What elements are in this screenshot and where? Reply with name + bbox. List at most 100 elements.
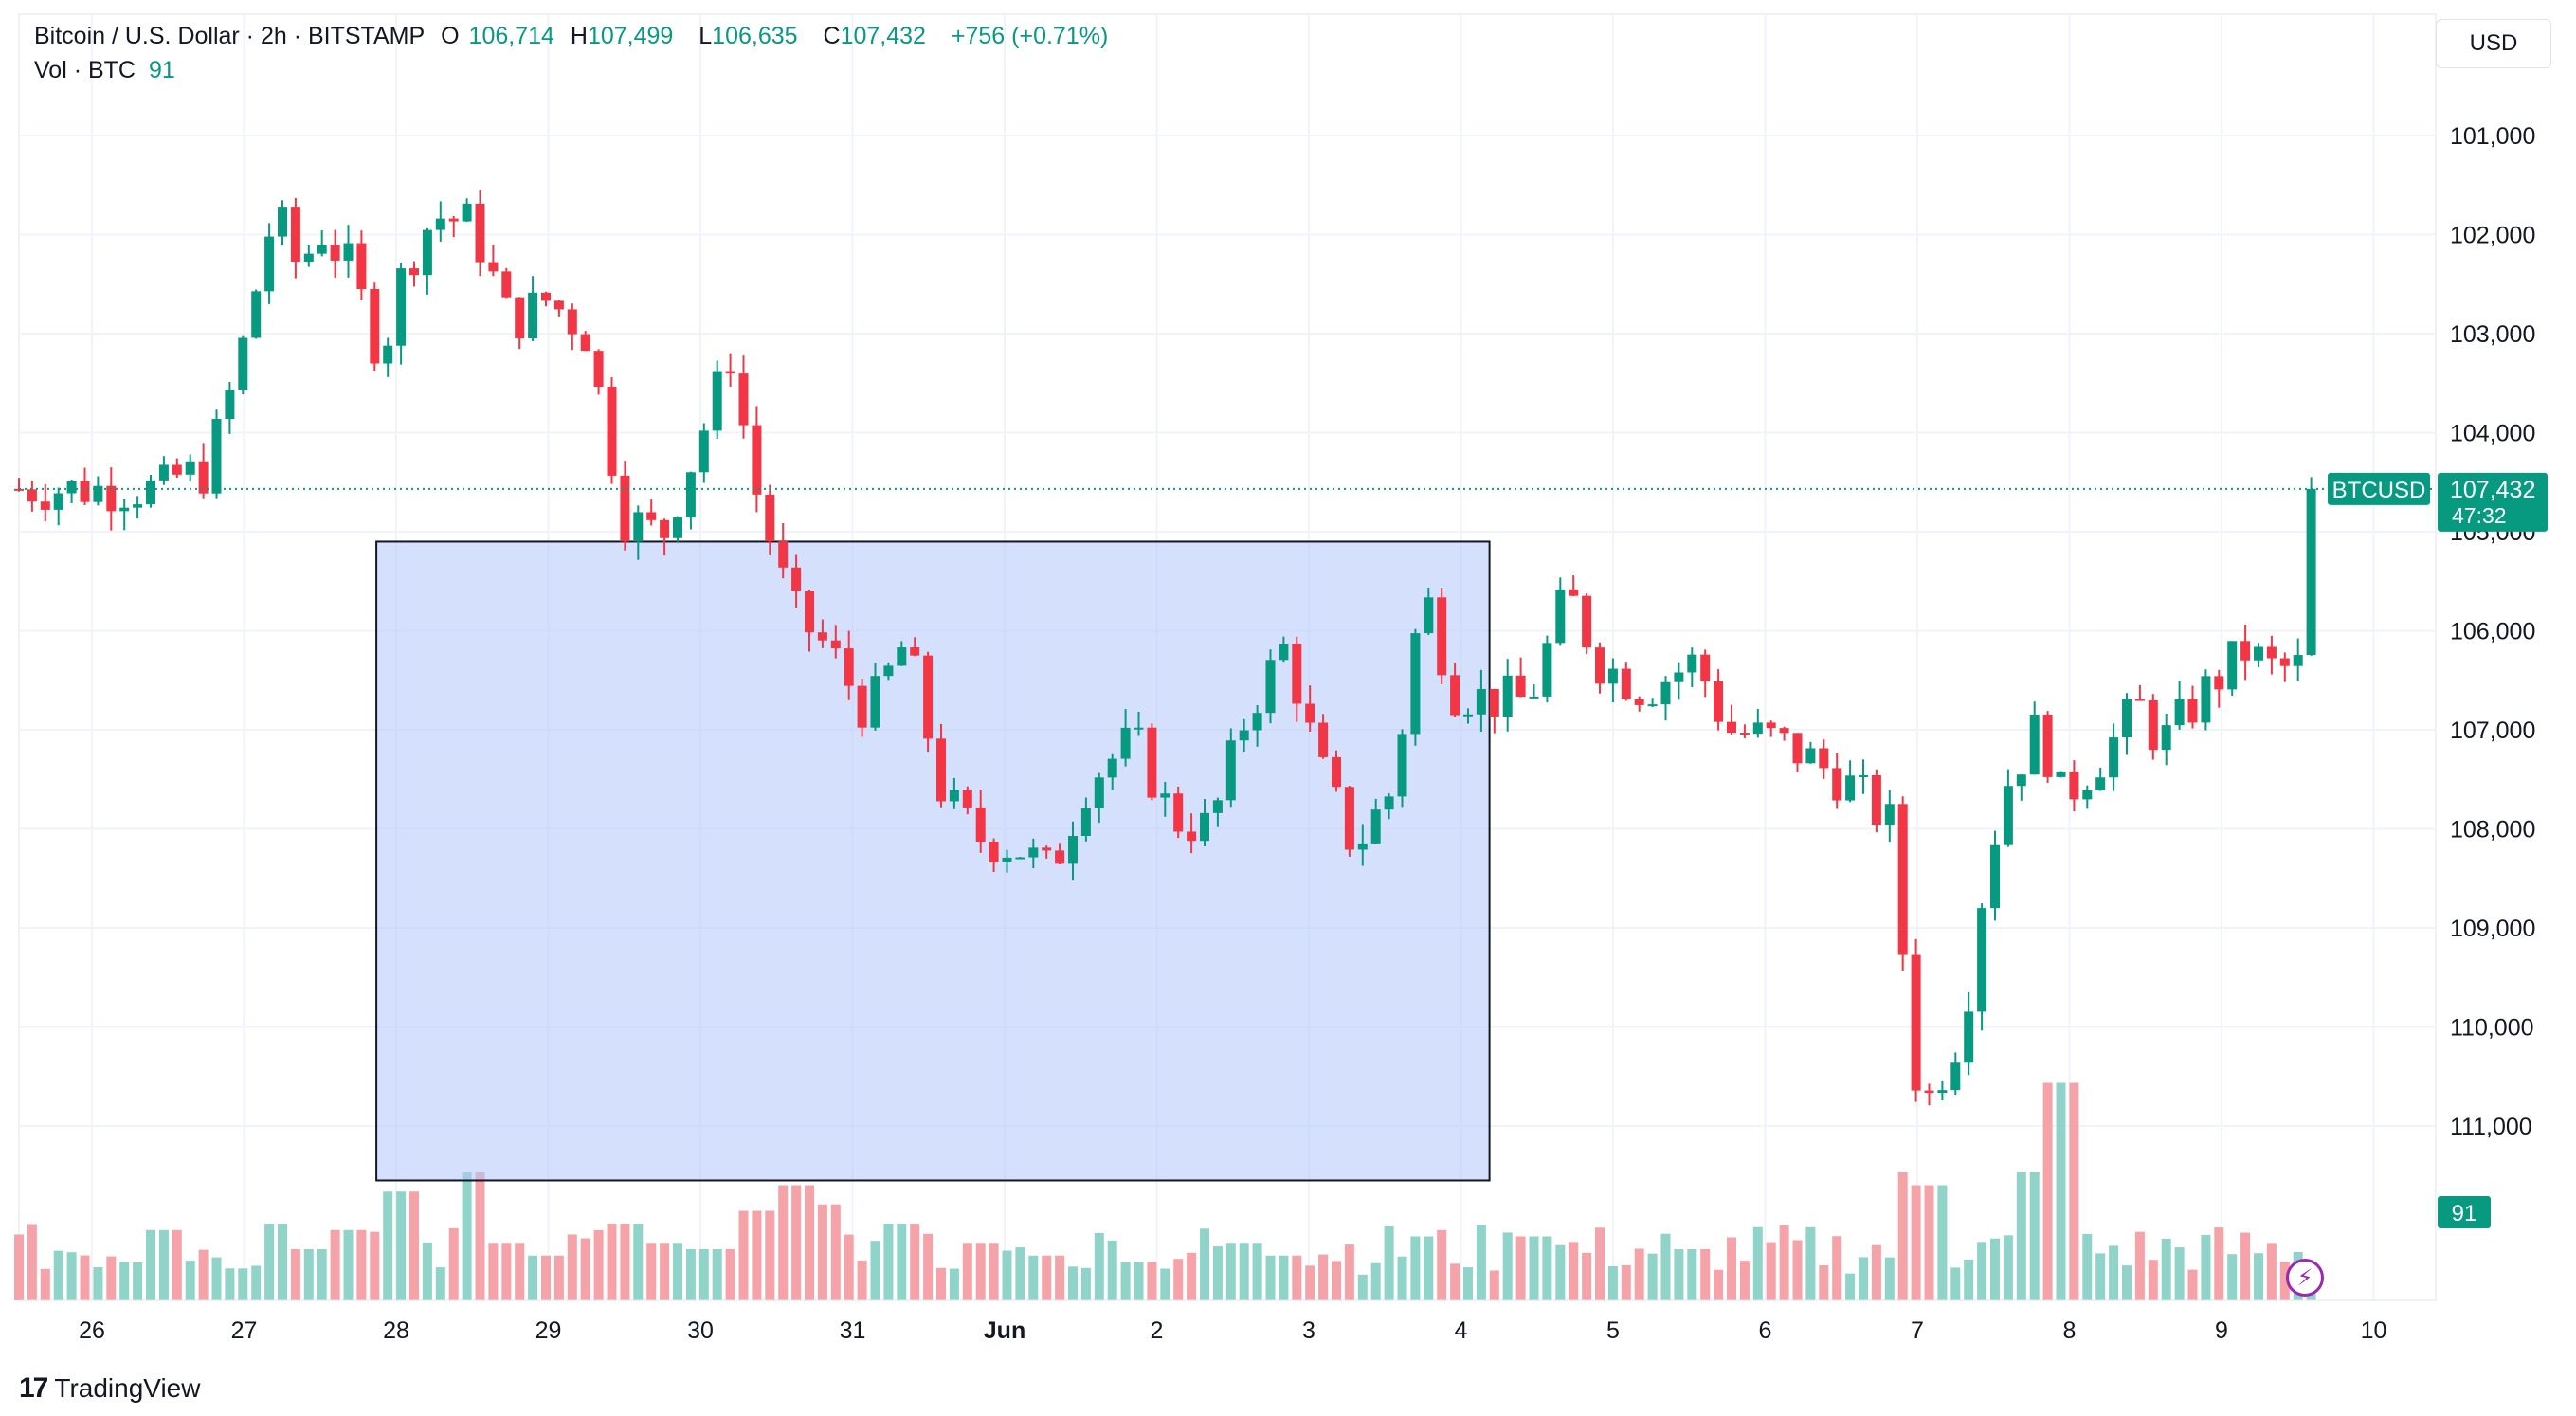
candle-body (1674, 672, 1684, 682)
candle-body (2148, 699, 2158, 751)
volume-bar (1766, 1242, 1776, 1300)
candle-body (1779, 728, 1789, 734)
candle-body (1120, 727, 1131, 759)
volume-bar (14, 1234, 24, 1300)
candle-body (1002, 857, 1012, 862)
candle-body (541, 292, 551, 301)
candle-body (2279, 658, 2290, 666)
candle-body (1028, 847, 1039, 858)
time-axis[interactable]: 26 27 28 29 30 31 Jun 2 3 4 5 6 7 8 9 10 (19, 1299, 2436, 1344)
candle-body (685, 472, 696, 518)
volume-bar (673, 1243, 682, 1300)
volume-legend-label: Vol · BTC (34, 57, 136, 83)
lightning-icon[interactable]: ⚡ (2286, 1259, 2324, 1297)
candle-body (1357, 843, 1368, 850)
volume-bar (870, 1241, 880, 1300)
candle-body (1015, 857, 1025, 860)
y-tick-label: 110,000 (2450, 1015, 2534, 1042)
symbol-title[interactable]: Bitcoin / U.S. Dollar · 2h · BITSTAMP (34, 23, 426, 49)
ohlc-low: L106,635 (698, 23, 798, 49)
candle-body (1911, 954, 1921, 1091)
y-tick-label: 102,000 (2450, 223, 2535, 249)
volume-bar (1120, 1262, 1131, 1300)
candle-body (1080, 808, 1091, 836)
candle-body (910, 647, 920, 656)
candle-body (172, 464, 182, 475)
volume-bar (883, 1224, 894, 1300)
tradingview-logo[interactable]: 17 TradingView (19, 1372, 200, 1405)
candle-body (1819, 748, 1829, 769)
x-tick-label: Jun (984, 1317, 1025, 1344)
candle-body (1252, 713, 1262, 731)
candle-body (1752, 722, 1763, 735)
volume-bar (1357, 1274, 1368, 1300)
volume-bar (211, 1257, 222, 1300)
volume-bar (2279, 1262, 2290, 1300)
candle-body (343, 243, 354, 261)
volume-bar (1107, 1240, 1117, 1300)
y-tick-label: 109,000 (2450, 916, 2535, 942)
candle-body (2214, 676, 2224, 690)
candle-body (725, 371, 735, 374)
volume-bar (2016, 1172, 2026, 1300)
candle-body (1173, 793, 1184, 832)
volume-bar (1502, 1232, 1513, 1300)
candle-body (1634, 699, 1644, 705)
candle-body (1555, 589, 1566, 644)
price-axis[interactable]: 101,000102,000103,000104,000105,000106,0… (2450, 123, 2535, 1140)
candle-body (1871, 774, 1881, 826)
candle-body (370, 288, 380, 364)
candle-body (1529, 696, 1539, 699)
candle-body (1542, 643, 1552, 697)
volume-bar (698, 1249, 709, 1300)
y-tick-label: 101,000 (2450, 123, 2535, 150)
volume-bar (1252, 1243, 1262, 1300)
volume-bar (198, 1249, 209, 1300)
volume-bar (1318, 1254, 1329, 1300)
volume-bar (1239, 1243, 1249, 1300)
volume-legend[interactable]: Vol · BTC 91 (34, 57, 175, 84)
volume-bar (317, 1249, 327, 1300)
candle-body (883, 665, 894, 677)
candle-body (27, 489, 37, 502)
candle-body (791, 567, 802, 592)
volume-bar (1489, 1270, 1499, 1300)
candle-body (2109, 737, 2119, 778)
candle-body (1265, 660, 1276, 714)
candle-body (225, 390, 235, 420)
candle-body (2122, 699, 2132, 738)
volume-bar (1634, 1248, 1644, 1300)
volume-bar (1714, 1269, 1724, 1300)
volume-bar (1871, 1244, 1881, 1300)
highlight-box (375, 540, 1491, 1182)
ohlc-open: O 106,714 (441, 23, 554, 49)
x-tick-label: 9 (2215, 1317, 2228, 1344)
last-price-tag (2438, 472, 2548, 532)
volume-bar (1397, 1256, 1407, 1300)
candle-body (2082, 790, 2093, 800)
volume-bar (1542, 1236, 1552, 1300)
candle-body (1897, 804, 1908, 955)
volume-bar (1370, 1262, 1381, 1300)
volume-bar (2161, 1238, 2171, 1300)
volume-bar (1911, 1185, 1921, 1300)
candle-body (1212, 800, 1223, 813)
candle-body (396, 268, 407, 346)
volume-bar (66, 1252, 77, 1300)
candle-body (53, 493, 63, 510)
volume-bar (1147, 1262, 1157, 1300)
volume-bar (936, 1267, 946, 1300)
currency-button[interactable]: USD (2436, 19, 2551, 68)
volume-bar (685, 1249, 696, 1300)
volume-bar (1094, 1232, 1104, 1300)
volume-bar (817, 1204, 827, 1300)
candle-body (2306, 488, 2316, 656)
volume-bar (1055, 1255, 1065, 1300)
candle-body (607, 387, 617, 476)
volume-bar (1859, 1257, 1868, 1300)
volume-bar (2029, 1172, 2040, 1300)
volume-bar (1964, 1259, 1974, 1300)
candle-body (1292, 644, 1302, 704)
chart-grid (18, 13, 2437, 1301)
